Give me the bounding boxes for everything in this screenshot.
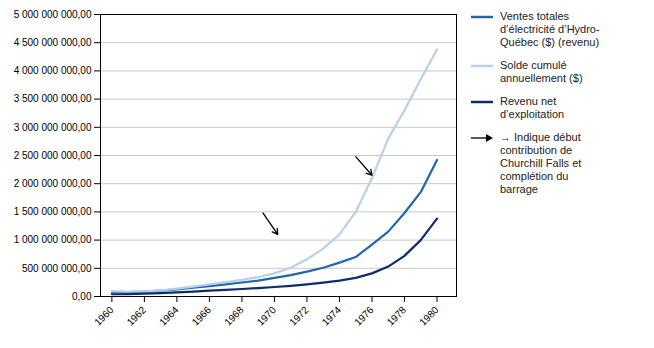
- svg-text:1976: 1976: [352, 304, 376, 328]
- svg-text:3 500 000 000,00: 3 500 000 000,00: [14, 93, 92, 104]
- svg-text:2 500 000 000,00: 2 500 000 000,00: [14, 150, 92, 161]
- svg-text:5 000 000 000,00: 5 000 000 000,00: [14, 9, 92, 20]
- html-text:→ Indique début contribution d: → Indique début contribution de Churchil…: [500, 131, 582, 195]
- svg-text:1968: 1968: [222, 304, 246, 328]
- svg-text:1962: 1962: [125, 304, 149, 328]
- svg-text:1964: 1964: [157, 304, 181, 328]
- svg-text:1960: 1960: [92, 304, 116, 328]
- svg-text:4 500 000 000,00: 4 500 000 000,00: [14, 37, 92, 48]
- svg-text:1966: 1966: [190, 304, 214, 328]
- svg-text:1970: 1970: [255, 304, 279, 328]
- html-text:Ventes totales d’électricité d: Ventes totales d’électricité d’Hydro- Qu…: [500, 10, 600, 48]
- svg-text:1978: 1978: [385, 304, 409, 328]
- svg-text:1980: 1980: [417, 304, 441, 328]
- svg-text:1 500 000 000,00: 1 500 000 000,00: [14, 206, 92, 217]
- svg-text:1974: 1974: [320, 304, 344, 328]
- svg-text:3 000 000 000,00: 3 000 000 000,00: [14, 122, 92, 133]
- svg-text:500 000 000,00: 500 000 000,00: [22, 263, 92, 274]
- svg-text:1972: 1972: [287, 304, 311, 328]
- svg-text:1 000 000 000,00: 1 000 000 000,00: [14, 234, 92, 245]
- svg-text:2 000 000 000,00: 2 000 000 000,00: [14, 178, 92, 189]
- html-text:Revenu net d’exploitation: Revenu net d’exploitation: [500, 95, 565, 120]
- html-text:Solde cumulé annuellement ($): Solde cumulé annuellement ($): [500, 59, 583, 84]
- svg-text:0,00: 0,00: [72, 291, 92, 302]
- svg-text:4 000 000 000,00: 4 000 000 000,00: [14, 65, 92, 76]
